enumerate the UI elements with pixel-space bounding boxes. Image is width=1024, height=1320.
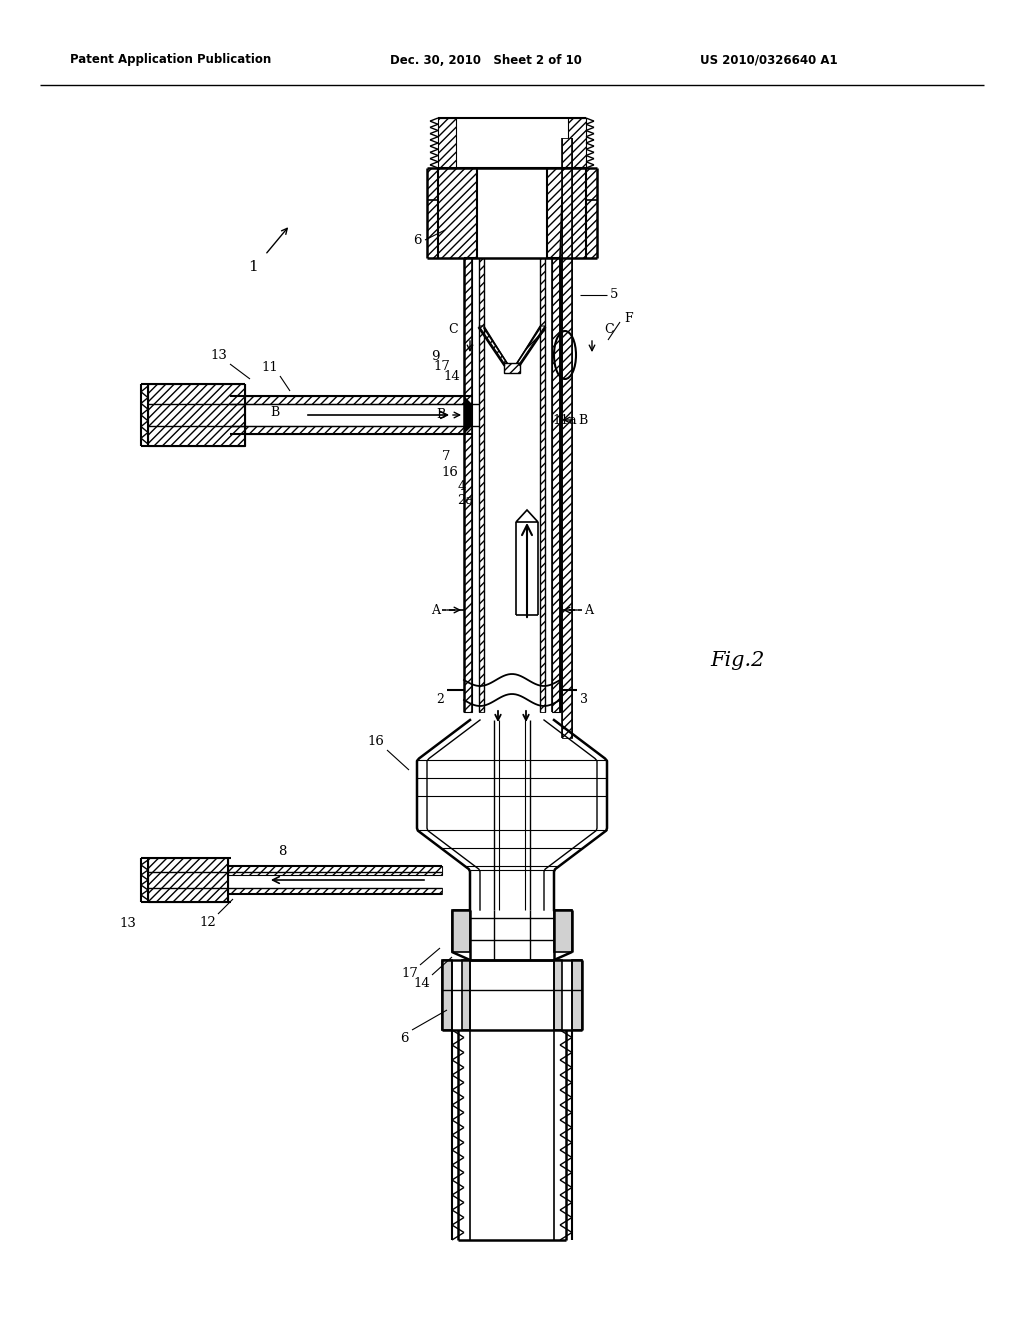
Text: 7: 7: [441, 450, 450, 462]
Polygon shape: [479, 326, 507, 363]
Text: 9: 9: [431, 351, 440, 363]
Polygon shape: [517, 326, 545, 363]
Text: 16: 16: [441, 466, 458, 479]
Bar: [230, 396, 464, 404]
Text: 12: 12: [200, 916, 216, 929]
Bar: [228, 866, 442, 875]
Text: 11a: 11a: [552, 414, 577, 428]
Text: 14: 14: [414, 977, 430, 990]
Text: 8: 8: [278, 845, 287, 858]
Text: 17: 17: [433, 360, 450, 374]
Bar: [148, 858, 228, 902]
Text: A: A: [431, 603, 440, 616]
Text: 5: 5: [610, 289, 618, 301]
Text: B: B: [270, 407, 280, 420]
Text: 4: 4: [458, 479, 466, 492]
Text: 3: 3: [580, 693, 588, 706]
Text: B: B: [578, 413, 587, 426]
Bar: [442, 960, 452, 1030]
Bar: [479, 257, 484, 711]
Polygon shape: [464, 396, 472, 434]
Text: 2a: 2a: [458, 494, 474, 507]
Text: 17: 17: [401, 968, 418, 979]
Text: Patent Application Publication: Patent Application Publication: [70, 54, 271, 66]
Bar: [568, 117, 586, 168]
Bar: [148, 384, 245, 446]
Bar: [554, 960, 562, 1030]
Bar: [552, 257, 560, 711]
Bar: [230, 426, 464, 434]
Text: 13: 13: [210, 348, 227, 362]
Bar: [572, 960, 582, 1030]
Bar: [438, 117, 456, 168]
Text: Dec. 30, 2010   Sheet 2 of 10: Dec. 30, 2010 Sheet 2 of 10: [390, 54, 582, 66]
Text: 6: 6: [400, 1032, 409, 1045]
Polygon shape: [516, 510, 538, 521]
Bar: [540, 257, 545, 711]
Text: 1: 1: [248, 260, 258, 275]
Text: 13: 13: [119, 917, 136, 931]
Bar: [562, 139, 572, 738]
Text: 16: 16: [368, 735, 384, 748]
Text: B: B: [437, 408, 446, 421]
Bar: [554, 909, 572, 952]
Text: A: A: [584, 603, 593, 616]
Text: 6: 6: [414, 234, 422, 247]
Bar: [477, 168, 547, 257]
Text: US 2010/0326640 A1: US 2010/0326640 A1: [700, 54, 838, 66]
Bar: [504, 363, 520, 374]
Text: 14: 14: [443, 371, 460, 384]
Bar: [452, 909, 470, 952]
Bar: [462, 960, 470, 1030]
Text: 2: 2: [436, 693, 444, 706]
Text: 11: 11: [261, 360, 278, 374]
Bar: [228, 866, 442, 873]
Bar: [427, 168, 597, 257]
Text: C: C: [449, 323, 458, 337]
Text: F: F: [624, 312, 633, 325]
Bar: [228, 888, 442, 894]
Text: C: C: [604, 323, 613, 337]
Text: Fig.2: Fig.2: [710, 651, 764, 669]
Bar: [464, 257, 472, 711]
